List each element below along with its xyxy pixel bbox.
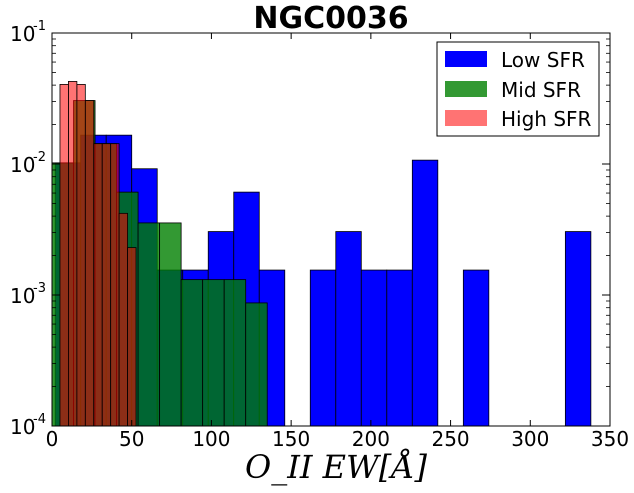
legend-label-low-sfr: Low SFR [501,48,585,72]
x-tick-label: 200 [352,427,390,451]
bar-mid-sfr-4 [137,222,161,427]
bar-low-sfr-11 [360,269,388,427]
bar-high-sfr-5 [101,143,112,427]
x-tick-label: 100 [192,427,230,451]
bar-high-sfr-6 [110,143,120,427]
y-tick-exponent: -1 [33,19,46,34]
x-tick-label: 250 [431,427,469,451]
legend: Low SFR Mid SFR High SFR [436,41,600,137]
y-tick-exponent: -2 [33,150,46,165]
x-tick-label: 150 [272,427,310,451]
x-axis-label-text: O_II EW[Å] [245,448,428,486]
bar-low-sfr-13 [411,159,439,427]
bar-low-sfr-12 [386,269,413,427]
legend-swatch-low-sfr [445,51,487,67]
x-tick-label: 300 [511,427,549,451]
x-axis-label: O_II EW[Å] [245,448,428,486]
legend-label-mid-sfr: Mid SFR [501,78,581,102]
bar-low-sfr-15 [564,231,592,427]
x-tick-label: 0 [46,427,59,451]
bar-low-sfr-9 [309,269,337,427]
bar-low-sfr-14 [462,269,490,427]
bar-mid-sfr-5 [159,222,182,427]
y-tick-base: 10 [10,22,35,46]
y-tick-label: 10-4 [10,412,46,439]
y-tick-exponent: -4 [33,412,46,427]
series-high-sfr [59,81,137,427]
bar-mid-sfr-7 [202,279,225,427]
y-tick-label: 10-3 [10,281,46,308]
y-tick-base: 10 [10,153,35,177]
bars-layer [51,81,592,427]
x-tick-label: 350 [591,427,629,451]
plot-frame [51,32,611,427]
y-tick-label: 10-2 [10,150,46,177]
bar-high-sfr-1 [68,81,78,427]
y-tick-base: 10 [10,415,35,439]
y-tick-base: 10 [10,284,35,308]
bar-mid-sfr-9 [245,302,268,427]
bar-mid-sfr-6 [180,279,204,427]
bar-high-sfr-3 [84,100,95,427]
legend-swatch-mid-sfr [445,81,487,97]
x-tick-label: 50 [119,427,144,451]
y-tick-label: 10-1 [10,19,46,46]
legend-swatch-high-sfr [445,110,487,126]
bar-high-sfr-8 [127,247,137,427]
bar-high-sfr-2 [76,84,86,427]
chart-title: NGC0036 [253,1,408,36]
bar-mid-sfr-8 [223,279,247,427]
bar-high-sfr-4 [93,143,103,427]
legend-label-high-sfr: High SFR [501,107,592,131]
y-tick-exponent: -3 [33,281,46,296]
bar-high-sfr-7 [118,212,128,427]
bar-high-sfr-0 [59,84,69,427]
bar-low-sfr-10 [335,231,362,427]
